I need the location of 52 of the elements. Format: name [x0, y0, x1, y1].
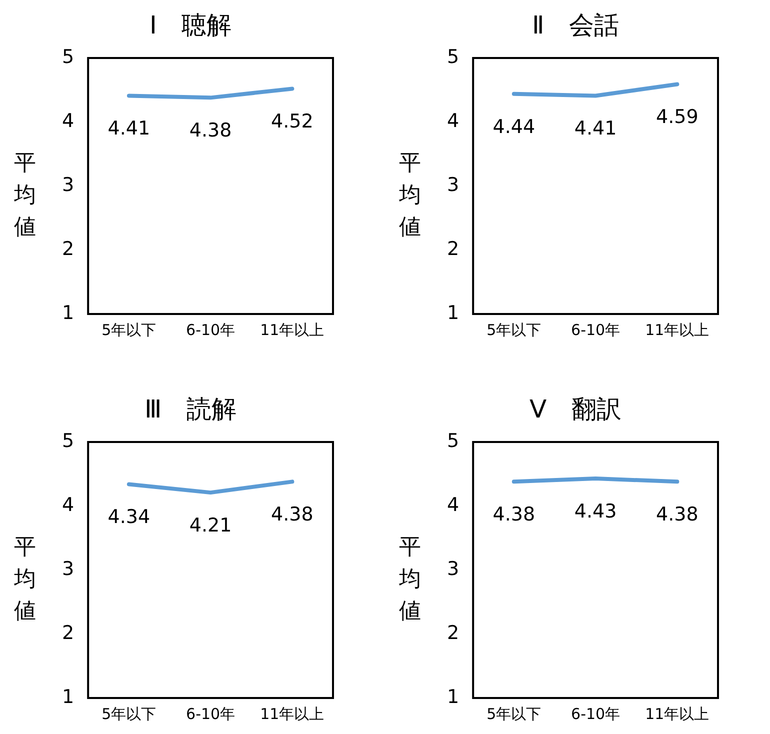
y-tick-label: 1: [62, 302, 74, 324]
y-axis-title: 平均値: [399, 534, 422, 626]
y-tick-label: 3: [446, 558, 460, 580]
y-tick-label: 4: [62, 110, 74, 132]
y-tick-label: 1: [446, 686, 460, 708]
chart-title: Ⅱ 会話: [532, 12, 619, 40]
y-tick-label: 1: [446, 302, 460, 324]
data-label: 4.21: [189, 514, 232, 536]
y-tick-label: 3: [62, 558, 74, 580]
y-tick-label: 5: [62, 46, 74, 68]
x-tick-label: 6-10年: [186, 704, 236, 723]
y-tick-label: 3: [446, 174, 460, 196]
x-tick-label: 6-10年: [571, 320, 620, 339]
y-tick-label: 4: [446, 110, 460, 132]
data-label: 4.41: [574, 118, 617, 140]
x-tick-label: 11年以上: [260, 320, 324, 339]
x-tick-label: 6-10年: [186, 320, 236, 339]
data-label: 4.52: [271, 110, 314, 133]
x-tick-label: 11年以上: [645, 704, 710, 723]
y-axis-title: 平均値: [14, 534, 37, 626]
data-label: 4.34: [108, 506, 150, 528]
y-tick-label: 5: [62, 430, 74, 452]
chart-title: Ⅴ 翻訳: [530, 396, 622, 424]
x-tick-label: 5年以下: [102, 320, 156, 339]
y-tick-label: 5: [446, 430, 460, 452]
y-tick-label: 5: [446, 46, 460, 68]
data-label: 4.43: [574, 500, 617, 522]
data-label: 4.38: [656, 504, 698, 526]
x-tick-label: 5年以下: [486, 704, 542, 723]
x-tick-label: 11年以上: [260, 704, 324, 723]
data-label: 4.44: [492, 116, 536, 138]
chart-title: Ⅰ 聴解: [150, 12, 232, 40]
y-axis-title: 平均値: [14, 150, 37, 242]
x-tick-label: 6-10年: [571, 704, 620, 723]
y-tick-label: 2: [446, 622, 460, 644]
data-label: 4.38: [189, 120, 232, 142]
y-tick-label: 2: [446, 238, 460, 260]
data-label: 4.38: [271, 504, 314, 526]
y-tick-label: 2: [62, 622, 74, 644]
y-tick-label: 4: [446, 494, 460, 516]
y-tick-label: 3: [62, 174, 74, 196]
data-label: 4.38: [492, 504, 536, 526]
x-tick-label: 5年以下: [486, 320, 542, 339]
chart-title: Ⅲ 読解: [144, 396, 236, 424]
y-tick-label: 1: [62, 686, 74, 708]
data-label: 4.41: [108, 118, 150, 140]
data-label: 4.59: [656, 106, 698, 128]
y-tick-label: 4: [62, 494, 74, 516]
y-axis-title: 平均値: [399, 150, 422, 242]
x-tick-label: 5年以下: [102, 704, 156, 723]
y-tick-label: 2: [62, 238, 74, 260]
x-tick-label: 11年以上: [645, 320, 710, 339]
